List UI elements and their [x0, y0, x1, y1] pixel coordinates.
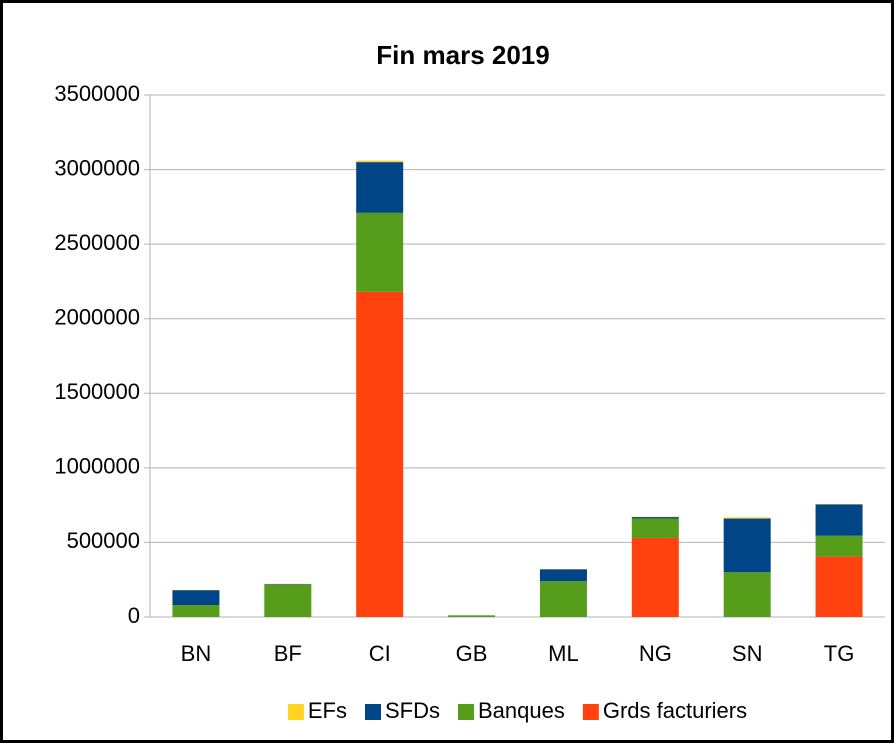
y-tick-label: 3500000	[54, 81, 140, 106]
bar-segment	[816, 557, 863, 617]
x-tick-label: GB	[456, 641, 488, 666]
legend-swatch	[458, 704, 474, 720]
legend-label: SFDs	[385, 698, 440, 723]
bar-segment	[356, 213, 403, 292]
bar-segment	[540, 581, 587, 617]
y-tick-label: 1500000	[54, 379, 140, 404]
bar-segment	[356, 292, 403, 617]
bar-segment	[632, 517, 679, 518]
bar-segment	[448, 616, 495, 617]
x-tick-label: BF	[274, 641, 302, 666]
y-tick-label: 1000000	[54, 454, 140, 479]
bar-segment	[356, 162, 403, 213]
bar-segment	[632, 538, 679, 617]
bar-segment	[264, 585, 311, 617]
bar-segment	[172, 590, 219, 605]
x-tick-label: TG	[824, 641, 855, 666]
bar-segment	[816, 536, 863, 557]
x-tick-label: ML	[548, 641, 579, 666]
bar-segment	[816, 504, 863, 535]
x-tick-label: BN	[181, 641, 212, 666]
legend-label: Banques	[478, 698, 565, 723]
y-tick-label: 0	[128, 603, 140, 628]
bar-segment	[540, 569, 587, 581]
legend-label: EFs	[308, 698, 347, 723]
legend-label: Grds facturiers	[603, 698, 747, 723]
bar-segment	[264, 584, 311, 585]
bar-segment	[724, 519, 771, 573]
legend-swatch	[583, 704, 599, 720]
bar-segment	[724, 572, 771, 617]
x-tick-label: SN	[732, 641, 763, 666]
y-tick-label: 2000000	[54, 305, 140, 330]
y-tick-label: 500000	[67, 528, 140, 553]
bar-segment	[632, 519, 679, 538]
bar-segment	[724, 517, 771, 518]
y-tick-label: 2500000	[54, 230, 140, 255]
chart-title: Fin mars 2019	[376, 40, 549, 70]
x-tick-label: NG	[639, 641, 672, 666]
x-tick-label: CI	[369, 641, 391, 666]
legend-swatch	[365, 704, 381, 720]
bar-segment	[356, 161, 403, 162]
y-tick-label: 3000000	[54, 155, 140, 180]
legend-swatch	[288, 704, 304, 720]
bar-segment	[172, 605, 219, 617]
